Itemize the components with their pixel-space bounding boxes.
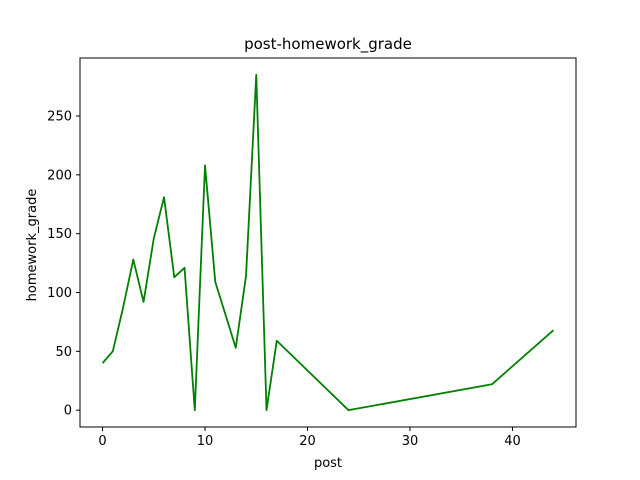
- series-line-0: [101, 73, 555, 412]
- y-tick-label-100: 100: [47, 286, 72, 301]
- plot-frame: [79, 57, 577, 428]
- y-tick-label-0: 0: [64, 404, 72, 419]
- y-tick-label-50: 50: [55, 345, 72, 360]
- chart-title: post-homework_grade: [244, 35, 412, 54]
- plot-area: [101, 73, 555, 412]
- y-tick-label-200: 200: [47, 168, 72, 183]
- x-axis-label: post: [314, 456, 342, 471]
- axes: 0 10 20 30 40 0 50 100 150 200 250: [47, 57, 577, 449]
- y-tick-label-150: 150: [47, 227, 72, 242]
- x-tick-label-0: 0: [98, 434, 106, 449]
- x-tick-label-20: 20: [299, 434, 316, 449]
- y-axis-label: homework_grade: [25, 189, 40, 302]
- y-tick-label-250: 250: [47, 110, 72, 125]
- x-tick-label-30: 30: [402, 434, 419, 449]
- x-tick-label-40: 40: [504, 434, 521, 449]
- x-tick-label-10: 10: [197, 434, 214, 449]
